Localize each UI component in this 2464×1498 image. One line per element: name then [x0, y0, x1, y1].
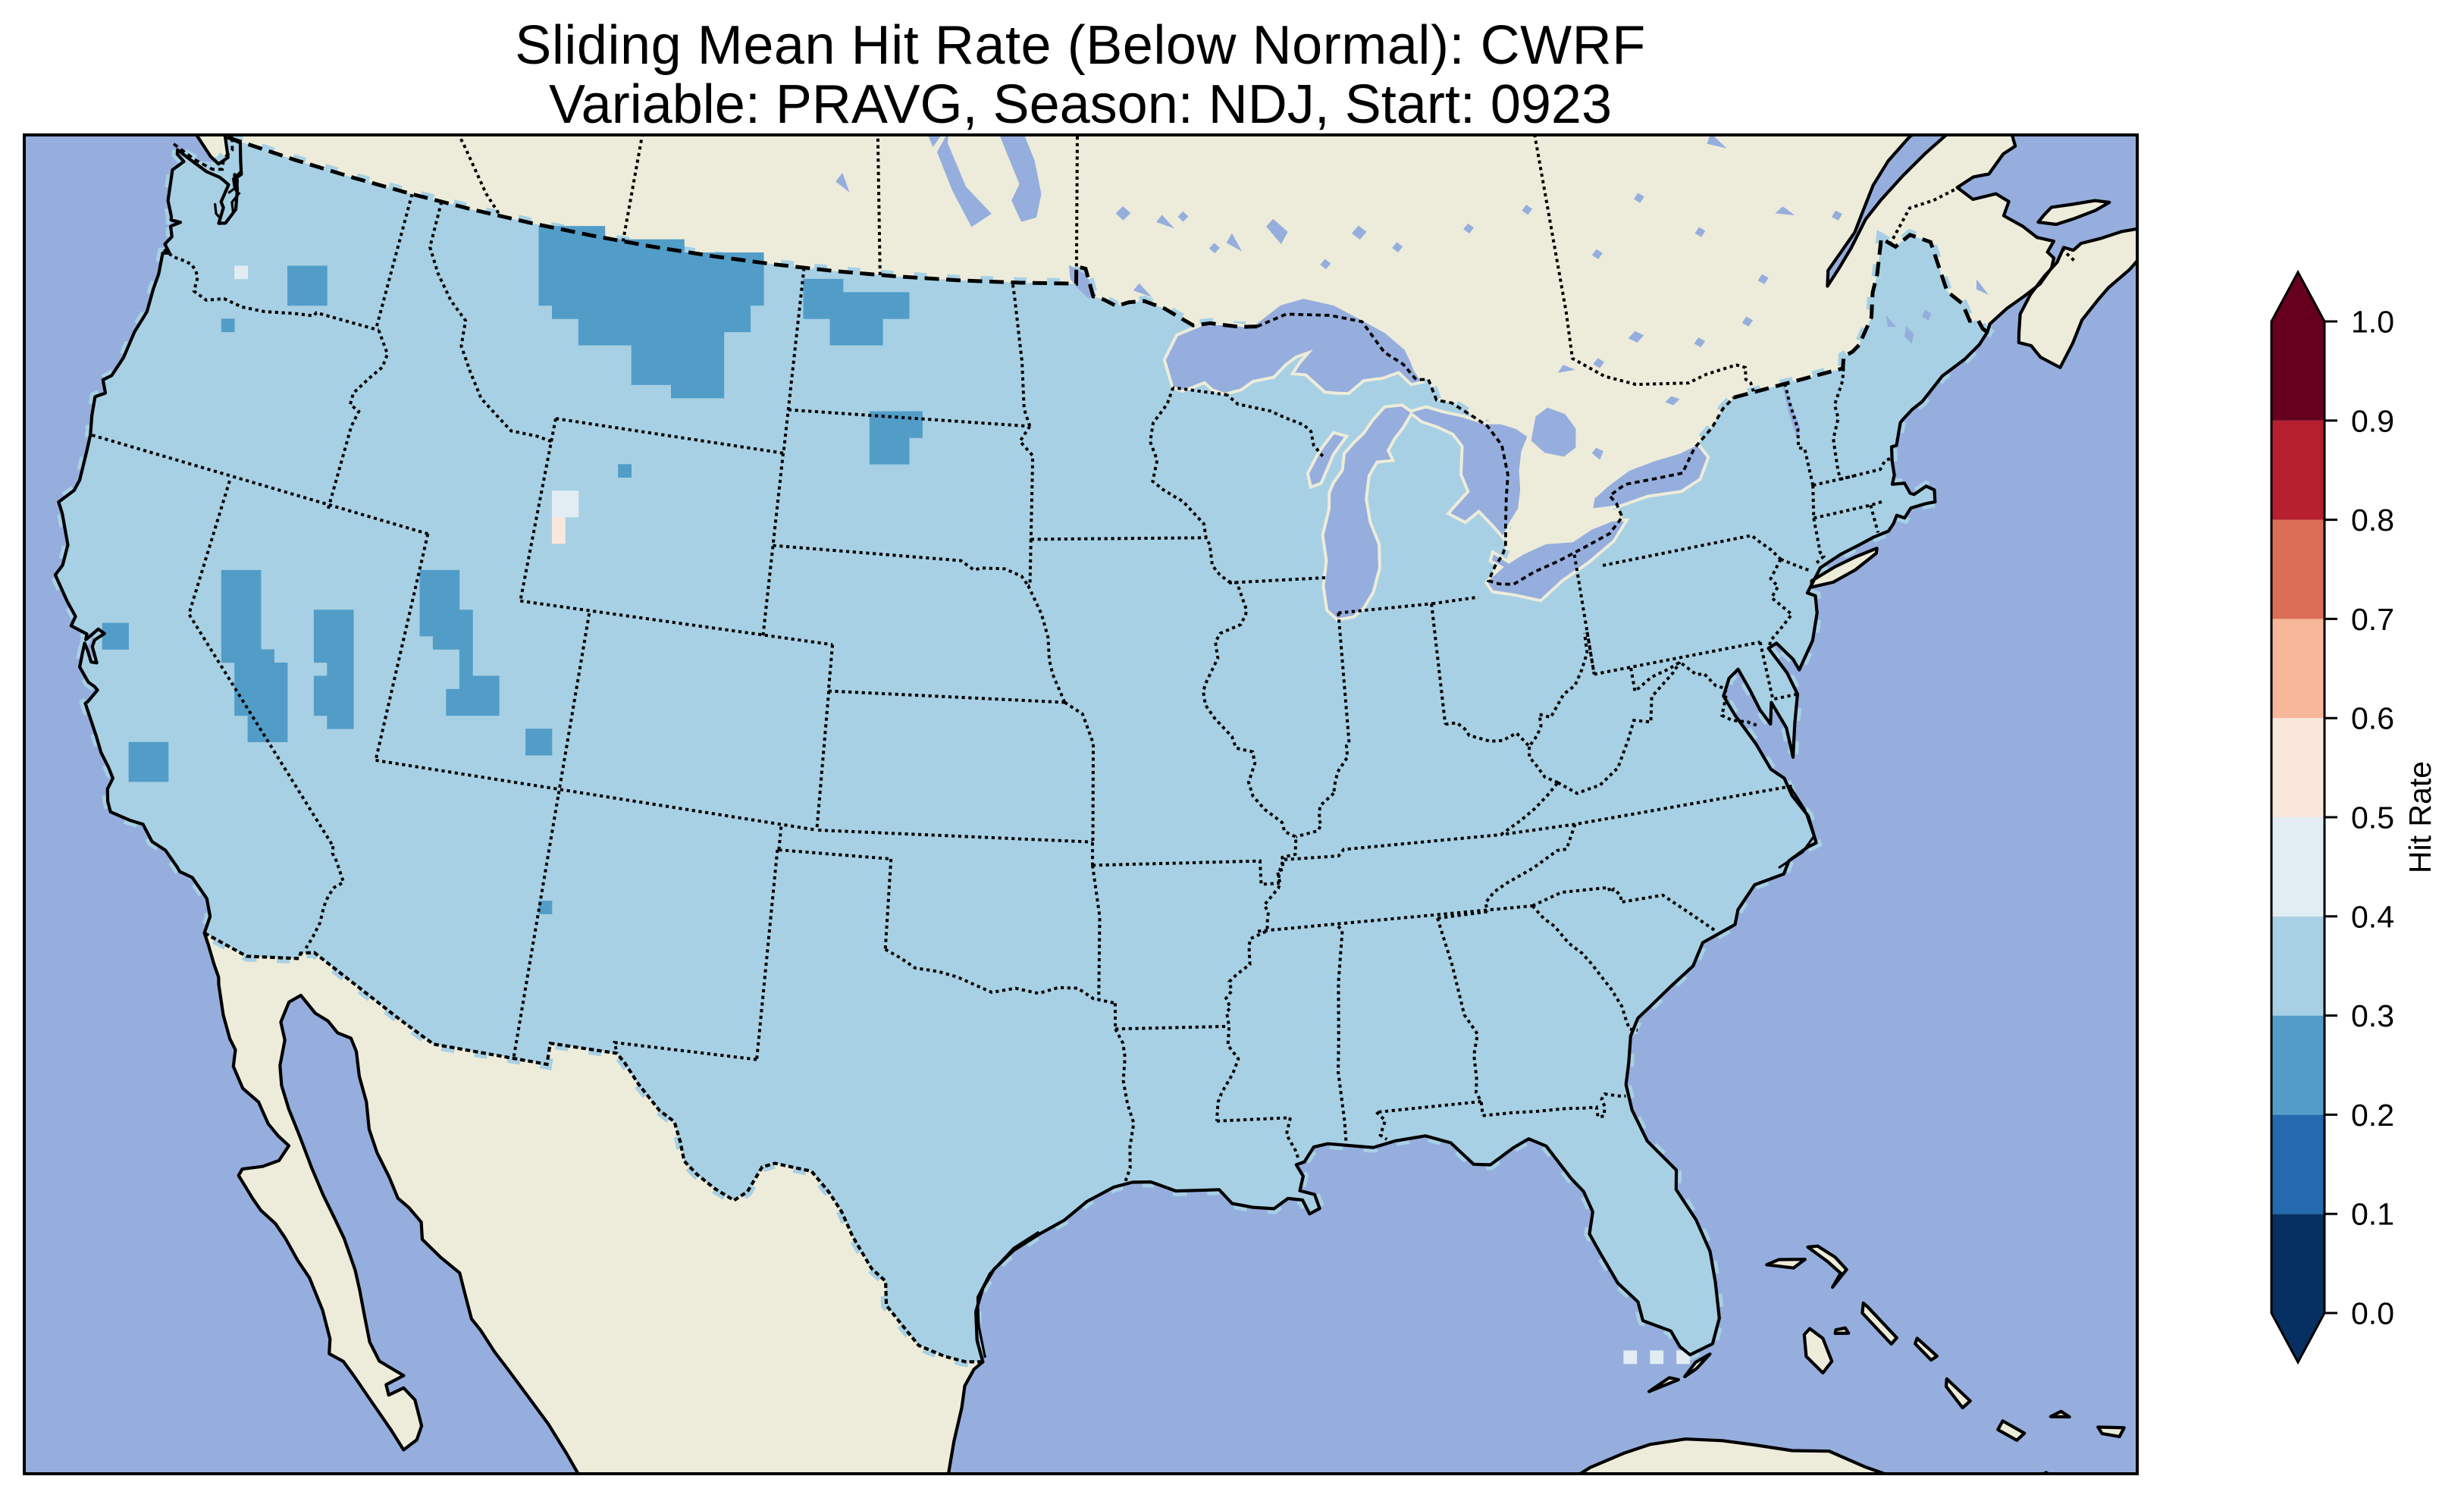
svg-text:0.5: 0.5	[2351, 801, 2394, 835]
svg-text:0.9: 0.9	[2351, 403, 2394, 438]
svg-text:0.8: 0.8	[2351, 503, 2394, 537]
svg-text:0.4: 0.4	[2351, 899, 2394, 934]
svg-text:0.2: 0.2	[2351, 1098, 2394, 1133]
svg-text:0.3: 0.3	[2351, 998, 2394, 1033]
svg-text:Variable: PRAVG, Season: NDJ,: Variable: PRAVG, Season: NDJ, Start: 092…	[549, 74, 1612, 135]
svg-text:0.6: 0.6	[2351, 701, 2394, 736]
svg-text:0.1: 0.1	[2351, 1197, 2394, 1232]
svg-text:0.7: 0.7	[2351, 602, 2394, 637]
svg-text:Hit Rate: Hit Rate	[2403, 761, 2437, 873]
svg-text:0.0: 0.0	[2351, 1296, 2394, 1331]
svg-text:Sliding Mean Hit Rate (Below N: Sliding Mean Hit Rate (Below Normal): CW…	[515, 15, 1645, 76]
svg-text:1.0: 1.0	[2351, 305, 2394, 340]
